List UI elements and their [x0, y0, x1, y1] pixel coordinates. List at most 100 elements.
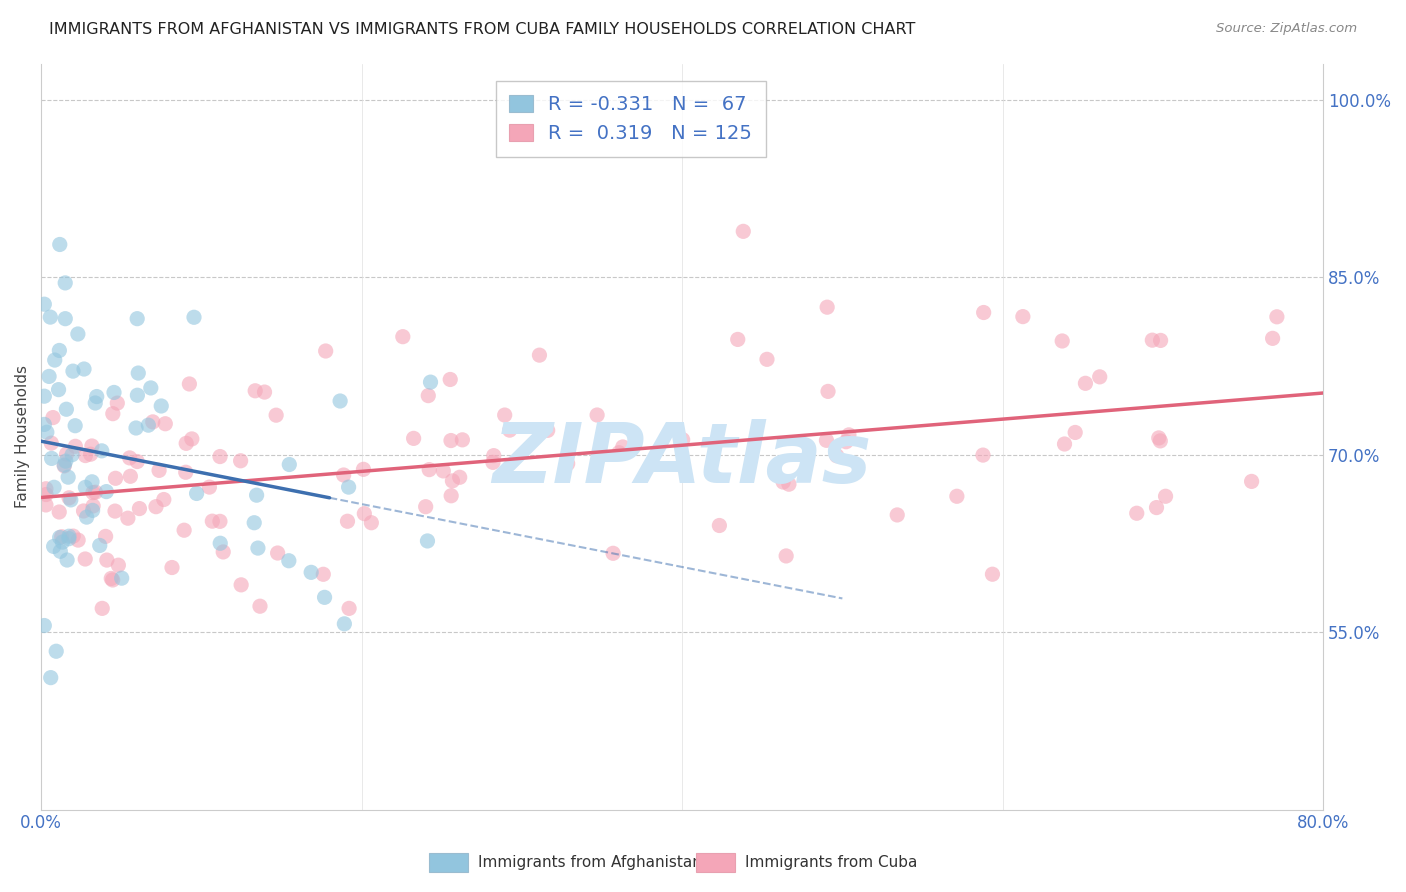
Point: [155, 417, 177, 431]
Point: [419, 375, 441, 389]
Point: [249, 599, 271, 614]
Point: [246, 541, 269, 555]
Point: [73, 362, 96, 376]
Point: [416, 533, 439, 548]
Point: [150, 399, 173, 413]
Point: [246, 488, 269, 502]
Point: [60, 448, 83, 462]
Point: [101, 573, 124, 587]
Point: [39, 310, 62, 324]
Point: [91, 601, 114, 615]
Point: [96, 553, 118, 567]
Point: [336, 514, 359, 528]
Point: [48, 383, 70, 397]
Point: [1146, 500, 1168, 515]
Point: [253, 385, 276, 400]
Point: [1142, 333, 1164, 347]
Point: [499, 423, 522, 437]
Point: [48, 343, 70, 358]
Point: [817, 384, 839, 399]
Point: [392, 329, 415, 343]
Y-axis label: Family Households: Family Households: [15, 366, 30, 508]
Point: [772, 475, 794, 489]
Point: [111, 571, 134, 585]
Point: [1126, 506, 1149, 520]
Point: [55, 447, 77, 461]
Text: IMMIGRANTS FROM AFGHANISTAN VS IMMIGRANTS FROM CUBA FAMILY HOUSEHOLDS CORRELATIO: IMMIGRANTS FROM AFGHANISTAN VS IMMIGRANT…: [49, 22, 915, 37]
Point: [107, 558, 129, 573]
Point: [337, 480, 360, 494]
Point: [34, 618, 56, 632]
Point: [80, 439, 103, 453]
Point: [101, 407, 124, 421]
Point: [245, 384, 267, 398]
Point: [352, 462, 374, 476]
Point: [118, 450, 141, 465]
Point: [75, 449, 97, 463]
Point: [153, 492, 176, 507]
Point: [53, 458, 76, 472]
Point: [1147, 431, 1170, 445]
Point: [1240, 475, 1263, 489]
Point: [62, 364, 84, 378]
Point: [42, 480, 65, 494]
Point: [353, 507, 375, 521]
Point: [42, 540, 65, 554]
Point: [266, 546, 288, 560]
Point: [76, 510, 98, 524]
Point: [418, 389, 440, 403]
Point: [612, 440, 634, 454]
Point: [415, 500, 437, 514]
Point: [65, 439, 87, 453]
Text: Source: ZipAtlas.com: Source: ZipAtlas.com: [1216, 22, 1357, 36]
Point: [186, 486, 208, 500]
Point: [973, 305, 995, 319]
Point: [142, 415, 165, 429]
Point: [51, 535, 73, 549]
Point: [35, 487, 58, 501]
Point: [38, 369, 60, 384]
Point: [441, 474, 464, 488]
Point: [173, 523, 195, 537]
Point: [231, 578, 253, 592]
Point: [86, 390, 108, 404]
Point: [1050, 334, 1073, 348]
Point: [198, 480, 221, 494]
Point: [494, 408, 516, 422]
Point: [229, 454, 252, 468]
Point: [103, 385, 125, 400]
Point: [709, 518, 731, 533]
Point: [557, 457, 579, 471]
Point: [529, 348, 551, 362]
Point: [56, 553, 79, 567]
Point: [451, 433, 474, 447]
Point: [756, 352, 779, 367]
Point: [127, 388, 149, 402]
Point: [160, 560, 183, 574]
Point: [75, 480, 97, 494]
Point: [59, 492, 82, 507]
Point: [312, 567, 335, 582]
Point: [82, 503, 104, 517]
Point: [672, 433, 695, 447]
Point: [835, 434, 858, 449]
Point: [100, 571, 122, 585]
Point: [127, 311, 149, 326]
Point: [174, 436, 197, 450]
Point: [278, 458, 301, 472]
Point: [90, 443, 112, 458]
Point: [145, 500, 167, 514]
Point: [35, 482, 58, 496]
Point: [89, 539, 111, 553]
Point: [1053, 437, 1076, 451]
Point: [440, 489, 463, 503]
Text: Immigrants from Afghanistan: Immigrants from Afghanistan: [478, 855, 702, 870]
Point: [439, 372, 461, 386]
Point: [63, 418, 86, 433]
Point: [84, 396, 107, 410]
Point: [815, 434, 838, 448]
Point: [84, 485, 107, 500]
Point: [44, 353, 66, 368]
Point: [315, 344, 337, 359]
Point: [58, 529, 80, 543]
